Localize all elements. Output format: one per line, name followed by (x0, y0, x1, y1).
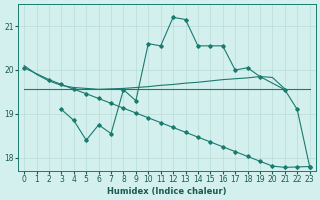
X-axis label: Humidex (Indice chaleur): Humidex (Indice chaleur) (107, 187, 227, 196)
